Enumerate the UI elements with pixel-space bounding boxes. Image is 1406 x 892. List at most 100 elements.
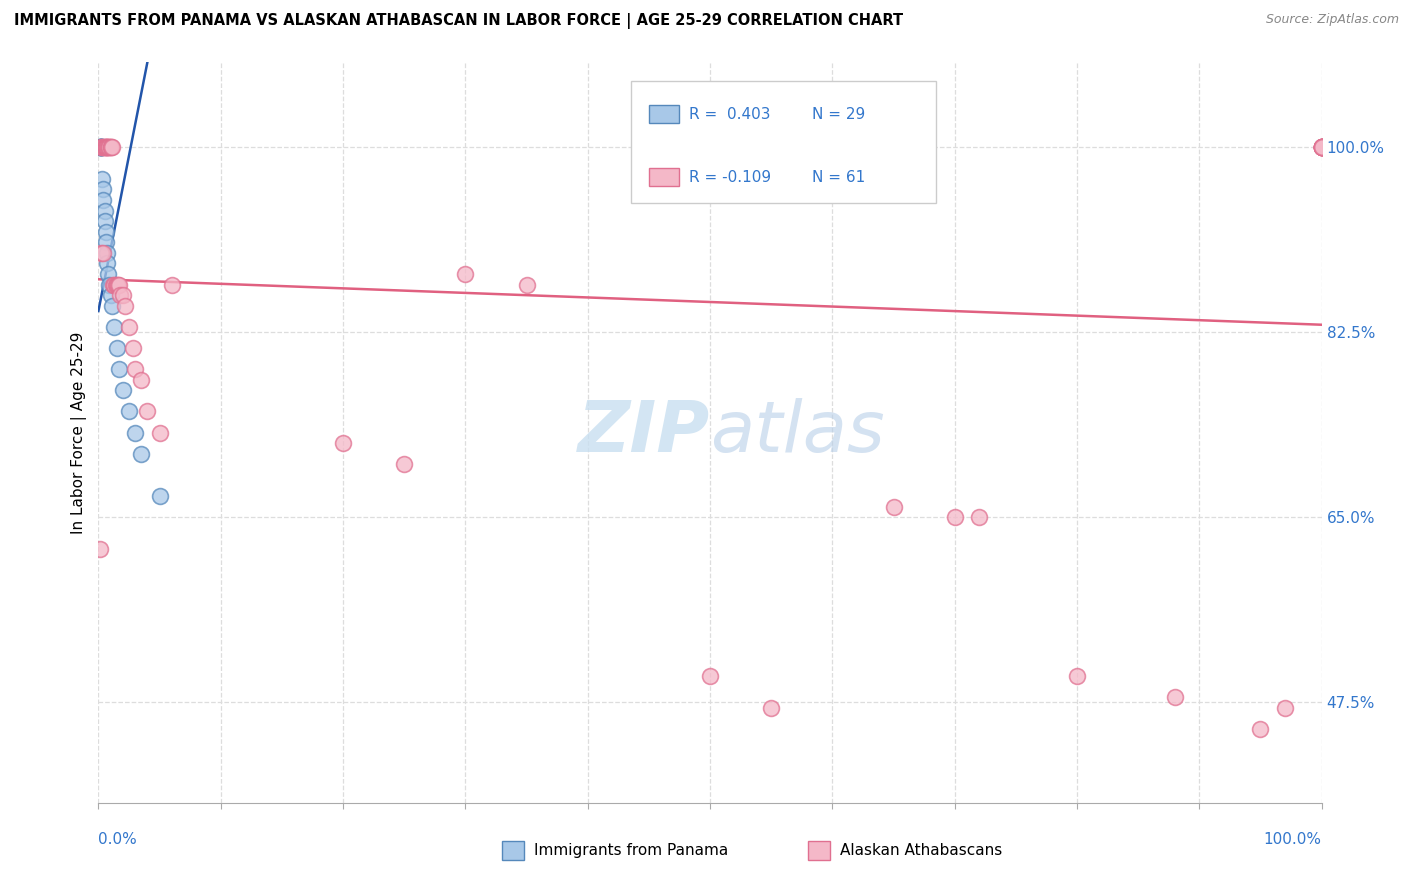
Point	[149, 425, 172, 440]
Point	[97, 267, 120, 281]
Point	[1310, 140, 1333, 154]
Point	[93, 203, 115, 218]
Point	[124, 425, 146, 440]
Point	[93, 214, 115, 228]
Point	[1310, 140, 1333, 154]
Point	[89, 140, 111, 154]
Point	[90, 245, 112, 260]
Point	[883, 500, 905, 514]
Point	[91, 171, 114, 186]
Point	[114, 299, 136, 313]
Text: atlas: atlas	[710, 398, 884, 467]
Point	[103, 277, 125, 292]
Point	[943, 510, 966, 524]
Text: N = 29: N = 29	[811, 107, 865, 122]
Point	[111, 288, 134, 302]
Point	[454, 267, 477, 281]
Text: 100.0%: 100.0%	[1264, 832, 1322, 847]
Point	[761, 700, 783, 714]
Point	[94, 140, 117, 154]
Bar	[808, 841, 830, 860]
Point	[136, 404, 159, 418]
Point	[91, 140, 114, 154]
Point	[101, 140, 124, 154]
Point	[90, 140, 112, 154]
Point	[1310, 140, 1333, 154]
Point	[1310, 140, 1333, 154]
Point	[1249, 722, 1271, 736]
Point	[1310, 140, 1333, 154]
Point	[100, 288, 122, 302]
Point	[90, 140, 112, 154]
Point	[91, 140, 114, 154]
Text: Source: ZipAtlas.com: Source: ZipAtlas.com	[1265, 13, 1399, 27]
Point	[108, 362, 131, 376]
Point	[105, 341, 128, 355]
Point	[91, 182, 114, 196]
Point	[100, 140, 122, 154]
Point	[89, 541, 111, 556]
Point	[1310, 140, 1333, 154]
Point	[1310, 140, 1333, 154]
Point	[96, 256, 118, 270]
Point	[1310, 140, 1333, 154]
FancyBboxPatch shape	[630, 81, 936, 203]
Point	[104, 277, 127, 292]
Point	[93, 140, 115, 154]
Point	[90, 140, 112, 154]
Point	[107, 277, 129, 292]
Point	[91, 245, 114, 260]
Point	[105, 277, 128, 292]
Point	[98, 140, 121, 154]
Point	[96, 140, 118, 154]
Point	[118, 404, 141, 418]
Point	[1310, 140, 1333, 154]
Point	[91, 140, 114, 154]
Point	[111, 384, 134, 398]
Point	[118, 319, 141, 334]
Point	[1310, 140, 1333, 154]
Point	[1310, 140, 1333, 154]
Text: 0.0%: 0.0%	[98, 832, 138, 847]
Point	[91, 193, 114, 207]
Point	[515, 277, 537, 292]
Point	[129, 447, 152, 461]
Point	[699, 669, 721, 683]
Bar	[502, 841, 524, 860]
Point	[108, 277, 131, 292]
Point	[332, 436, 354, 450]
Point	[1066, 669, 1088, 683]
Point	[129, 373, 152, 387]
Point	[103, 319, 125, 334]
Text: Immigrants from Panama: Immigrants from Panama	[534, 844, 728, 858]
Point	[90, 140, 112, 154]
Point	[94, 235, 117, 250]
Point	[1310, 140, 1333, 154]
Point	[101, 299, 124, 313]
Point	[89, 140, 111, 154]
Point	[1310, 140, 1333, 154]
Point	[89, 140, 111, 154]
Text: N = 61: N = 61	[811, 169, 865, 185]
Point	[96, 140, 118, 154]
Bar	[648, 168, 679, 186]
Point	[160, 277, 183, 292]
Text: Alaskan Athabascans: Alaskan Athabascans	[839, 844, 1002, 858]
Text: IMMIGRANTS FROM PANAMA VS ALASKAN ATHABASCAN IN LABOR FORCE | AGE 25-29 CORRELAT: IMMIGRANTS FROM PANAMA VS ALASKAN ATHABA…	[14, 13, 903, 29]
Point	[1164, 690, 1187, 704]
Point	[149, 489, 172, 503]
Point	[392, 458, 416, 472]
Point	[100, 140, 122, 154]
Text: ZIP: ZIP	[578, 398, 710, 467]
Point	[91, 140, 114, 154]
Y-axis label: In Labor Force | Age 25-29: In Labor Force | Age 25-29	[72, 332, 87, 533]
Point	[94, 225, 117, 239]
Point	[1274, 700, 1296, 714]
Point	[124, 362, 146, 376]
Bar	[648, 104, 679, 123]
Point	[93, 140, 115, 154]
Point	[97, 140, 120, 154]
Point	[98, 140, 121, 154]
Point	[94, 140, 117, 154]
Point	[98, 277, 121, 292]
